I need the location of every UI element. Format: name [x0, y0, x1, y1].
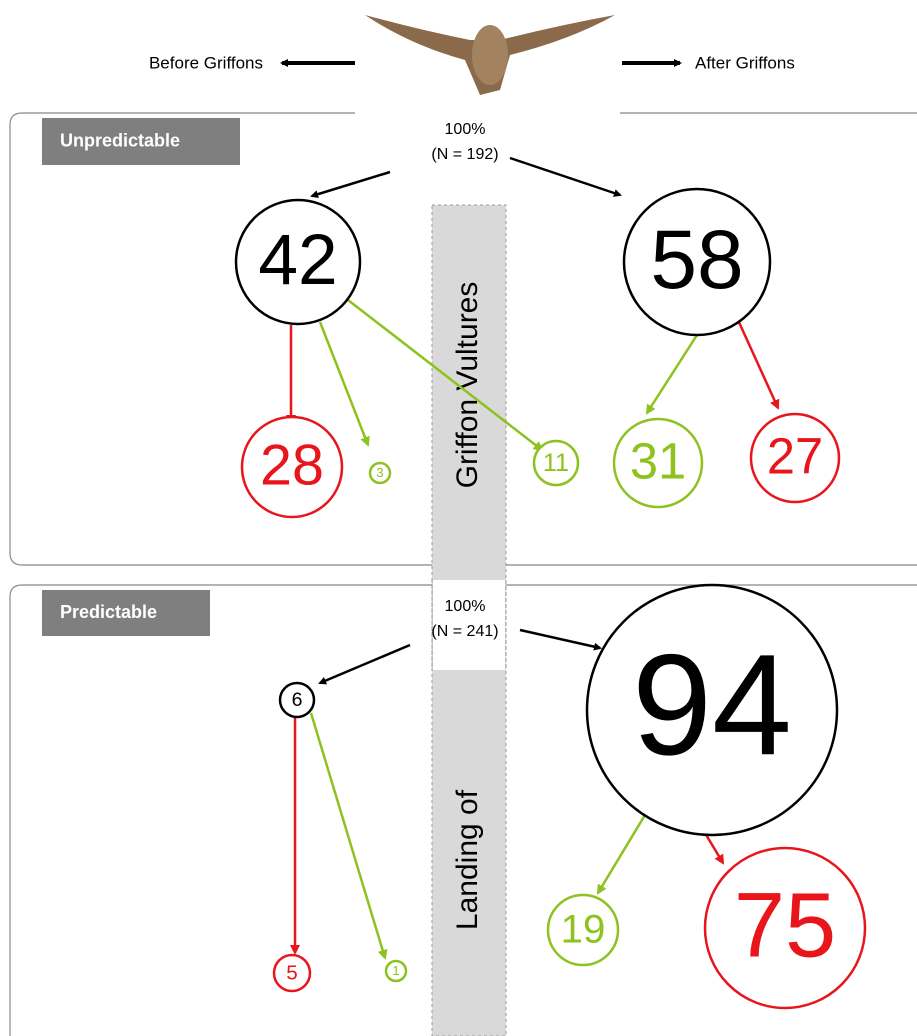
arrow — [309, 712, 388, 960]
arrow — [310, 170, 391, 199]
arrow — [703, 832, 725, 865]
node — [240, 415, 344, 519]
tag-box — [42, 590, 210, 636]
node-label: 3 — [376, 465, 383, 480]
band-text: Landing of — [451, 789, 484, 930]
vulture — [365, 15, 615, 95]
band-edge — [431, 580, 507, 670]
arrow — [736, 319, 780, 410]
node — [532, 439, 580, 487]
arrow — [318, 321, 370, 447]
tag: Unpredictable — [60, 130, 180, 150]
header-right: After Griffons — [695, 53, 795, 72]
node — [278, 681, 316, 719]
node-label: 94 — [632, 625, 792, 785]
node-label: 19 — [561, 906, 606, 951]
arrow — [519, 628, 602, 651]
node-label: 31 — [630, 433, 686, 490]
node — [749, 412, 841, 504]
node-label: 28 — [260, 434, 324, 498]
band-gap — [433, 580, 505, 670]
arrow — [596, 814, 647, 895]
panel-border — [9, 584, 917, 1036]
band-text: Griffon Vultures — [451, 282, 484, 489]
node-label: 5 — [286, 961, 298, 984]
node-label: 1 — [392, 963, 399, 978]
node — [612, 417, 704, 509]
node-label: 11 — [543, 449, 569, 477]
node — [585, 583, 839, 837]
node — [272, 953, 312, 993]
arrow — [347, 299, 544, 452]
header-left: Before Griffons — [149, 53, 263, 72]
node — [368, 461, 392, 485]
tag-box — [42, 118, 240, 165]
node-label: 42 — [258, 220, 337, 300]
total: 100% — [445, 121, 486, 138]
node — [703, 846, 867, 1010]
node-label: 75 — [734, 874, 836, 976]
arrow — [318, 643, 411, 685]
node-label: 6 — [292, 689, 303, 711]
node — [384, 959, 408, 983]
arrow — [645, 334, 699, 415]
node-label: 58 — [650, 212, 743, 306]
node-label: 27 — [767, 428, 823, 485]
arrow — [509, 156, 622, 197]
sample-size: (N = 241) — [431, 623, 498, 640]
tag: Predictable — [60, 602, 157, 622]
sample-size: (N = 192) — [431, 146, 498, 163]
node — [622, 187, 772, 337]
panel-border — [9, 112, 917, 566]
node — [234, 198, 362, 326]
node — [546, 893, 620, 967]
total: 100% — [445, 598, 486, 615]
